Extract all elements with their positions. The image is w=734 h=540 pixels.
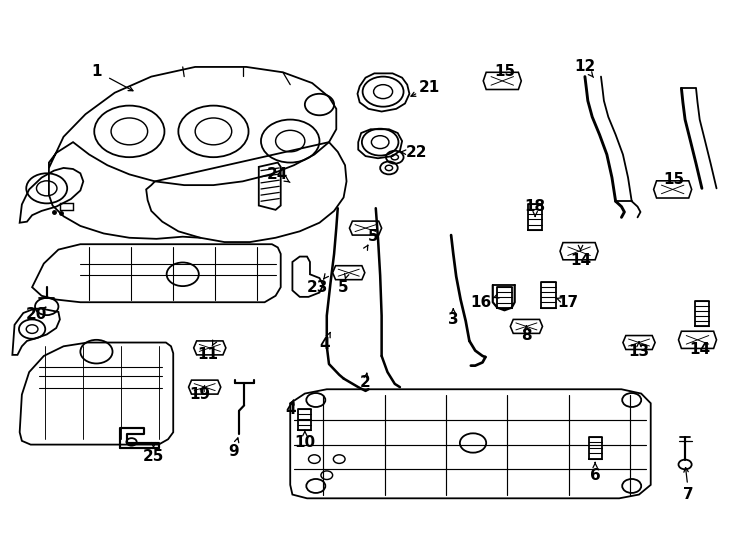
Text: 18: 18 [525,199,546,214]
Text: 13: 13 [628,344,650,359]
Text: 22: 22 [406,145,427,160]
Text: 14: 14 [689,342,711,357]
Text: 4: 4 [319,336,330,352]
Text: 23: 23 [307,280,328,295]
Text: 11: 11 [197,347,218,362]
Text: 6: 6 [589,468,600,483]
Text: 15: 15 [664,172,685,187]
Text: 15: 15 [494,64,515,79]
Text: 19: 19 [189,387,211,402]
Text: 8: 8 [521,328,531,343]
Text: 7: 7 [683,487,694,502]
Text: 16: 16 [470,295,492,310]
Text: 17: 17 [558,295,578,310]
Text: 10: 10 [294,435,316,450]
Text: 2: 2 [360,375,371,390]
Text: 12: 12 [574,59,595,75]
Text: 14: 14 [570,253,591,268]
Text: 5: 5 [368,229,378,244]
Text: 4: 4 [285,402,296,417]
Text: 9: 9 [228,444,239,459]
Text: 21: 21 [418,80,440,95]
Text: 20: 20 [26,307,47,321]
Text: 1: 1 [91,64,102,79]
Text: 3: 3 [448,312,459,327]
Text: 24: 24 [267,167,288,182]
Text: 25: 25 [143,449,164,464]
Text: 5: 5 [338,280,348,295]
